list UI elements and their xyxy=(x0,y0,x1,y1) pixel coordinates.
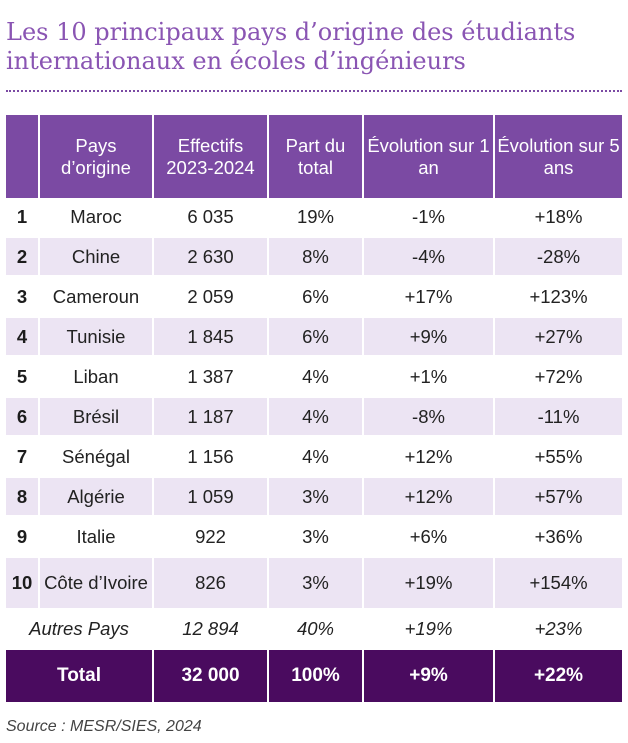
autres-label: Autres Pays xyxy=(6,611,154,650)
rank-cell: 8 xyxy=(6,478,40,518)
header-evo1: Évolution sur 1 an xyxy=(364,115,495,198)
rank-cell: 10 xyxy=(6,558,40,611)
country-cell: Brésil xyxy=(40,398,154,438)
country-cell: Chine xyxy=(40,238,154,278)
total-label: Total xyxy=(6,650,154,702)
evo5-cell: +18% xyxy=(495,198,622,238)
header-country: Pays d’origine xyxy=(40,115,154,198)
rank-cell: 3 xyxy=(6,278,40,318)
dotted-divider xyxy=(6,90,622,92)
effectifs-cell: 2 630 xyxy=(154,238,269,278)
evo1-cell: +12% xyxy=(364,438,495,478)
effectifs-cell: 2 059 xyxy=(154,278,269,318)
table-row: 4 Tunisie 1 845 6% +9% +27% xyxy=(6,318,622,358)
rank-cell: 9 xyxy=(6,518,40,558)
evo5-cell: +154% xyxy=(495,558,622,611)
effectifs-cell: 6 035 xyxy=(154,198,269,238)
evo5-cell: +55% xyxy=(495,438,622,478)
evo1-cell: +12% xyxy=(364,478,495,518)
part-cell: 8% xyxy=(269,238,364,278)
effectifs-cell: 12 894 xyxy=(154,611,269,650)
title-line-1: Les 10 principaux pays d’origine des étu… xyxy=(6,18,576,46)
evo1-cell: +17% xyxy=(364,278,495,318)
table-header-row: Pays d’origine Effectifs 2023-2024 Part … xyxy=(6,115,622,198)
evo1-cell: -1% xyxy=(364,198,495,238)
rank-cell: 5 xyxy=(6,358,40,398)
table-row: 2 Chine 2 630 8% -4% -28% xyxy=(6,238,622,278)
page-title: Les 10 principaux pays d’origine des étu… xyxy=(6,18,616,76)
part-cell: 40% xyxy=(269,611,364,650)
effectifs-cell: 32 000 xyxy=(154,650,269,702)
country-cell: Cameroun xyxy=(40,278,154,318)
effectifs-cell: 1 059 xyxy=(154,478,269,518)
autres-row: Autres Pays 12 894 40% +19% +23% xyxy=(6,611,622,650)
source-note: Source : MESR/SIES, 2024 xyxy=(6,718,202,735)
title-line-2: internationaux en écoles d’ingénieurs xyxy=(6,47,466,75)
part-cell: 6% xyxy=(269,278,364,318)
part-cell: 19% xyxy=(269,198,364,238)
part-cell: 4% xyxy=(269,358,364,398)
evo1-cell: +6% xyxy=(364,518,495,558)
table-row: 8 Algérie 1 059 3% +12% +57% xyxy=(6,478,622,518)
part-cell: 3% xyxy=(269,558,364,611)
evo5-cell: +27% xyxy=(495,318,622,358)
country-cell: Maroc xyxy=(40,198,154,238)
evo5-cell: -28% xyxy=(495,238,622,278)
effectifs-cell: 1 845 xyxy=(154,318,269,358)
table-row: 7 Sénégal 1 156 4% +12% +55% xyxy=(6,438,622,478)
table-row: 5 Liban 1 387 4% +1% +72% xyxy=(6,358,622,398)
evo5-cell: -11% xyxy=(495,398,622,438)
part-cell: 100% xyxy=(269,650,364,702)
table-row: 6 Brésil 1 187 4% -8% -11% xyxy=(6,398,622,438)
effectifs-cell: 1 156 xyxy=(154,438,269,478)
country-cell: Tunisie xyxy=(40,318,154,358)
country-cell: Liban xyxy=(40,358,154,398)
evo5-cell: +57% xyxy=(495,478,622,518)
rank-cell: 7 xyxy=(6,438,40,478)
country-cell: Algérie xyxy=(40,478,154,518)
table-row: 1 Maroc 6 035 19% -1% +18% xyxy=(6,198,622,238)
country-cell: Sénégal xyxy=(40,438,154,478)
part-cell: 3% xyxy=(269,518,364,558)
part-cell: 6% xyxy=(269,318,364,358)
header-part: Part du total xyxy=(269,115,364,198)
evo1-cell: -4% xyxy=(364,238,495,278)
part-cell: 4% xyxy=(269,438,364,478)
evo5-cell: +72% xyxy=(495,358,622,398)
evo1-cell: +9% xyxy=(364,318,495,358)
total-row: Total 32 000 100% +9% +22% xyxy=(6,650,622,702)
effectifs-cell: 922 xyxy=(154,518,269,558)
evo1-cell: +19% xyxy=(364,611,495,650)
effectifs-cell: 1 387 xyxy=(154,358,269,398)
countries-table: Pays d’origine Effectifs 2023-2024 Part … xyxy=(6,115,622,702)
evo1-cell: -8% xyxy=(364,398,495,438)
effectifs-cell: 826 xyxy=(154,558,269,611)
evo1-cell: +19% xyxy=(364,558,495,611)
rank-cell: 1 xyxy=(6,198,40,238)
evo5-cell: +123% xyxy=(495,278,622,318)
header-effectifs: Effectifs 2023-2024 xyxy=(154,115,269,198)
table-row: 10 Côte d’Ivoire 826 3% +19% +154% xyxy=(6,558,622,611)
rank-cell: 6 xyxy=(6,398,40,438)
country-cell: Côte d’Ivoire xyxy=(40,558,154,611)
evo1-cell: +1% xyxy=(364,358,495,398)
part-cell: 3% xyxy=(269,478,364,518)
evo5-cell: +36% xyxy=(495,518,622,558)
evo1-cell: +9% xyxy=(364,650,495,702)
header-rank xyxy=(6,115,40,198)
rank-cell: 4 xyxy=(6,318,40,358)
evo5-cell: +22% xyxy=(495,650,622,702)
evo5-cell: +23% xyxy=(495,611,622,650)
rank-cell: 2 xyxy=(6,238,40,278)
effectifs-cell: 1 187 xyxy=(154,398,269,438)
table-row: 9 Italie 922 3% +6% +36% xyxy=(6,518,622,558)
header-evo5: Évolution sur 5 ans xyxy=(495,115,622,198)
country-cell: Italie xyxy=(40,518,154,558)
part-cell: 4% xyxy=(269,398,364,438)
table-row: 3 Cameroun 2 059 6% +17% +123% xyxy=(6,278,622,318)
